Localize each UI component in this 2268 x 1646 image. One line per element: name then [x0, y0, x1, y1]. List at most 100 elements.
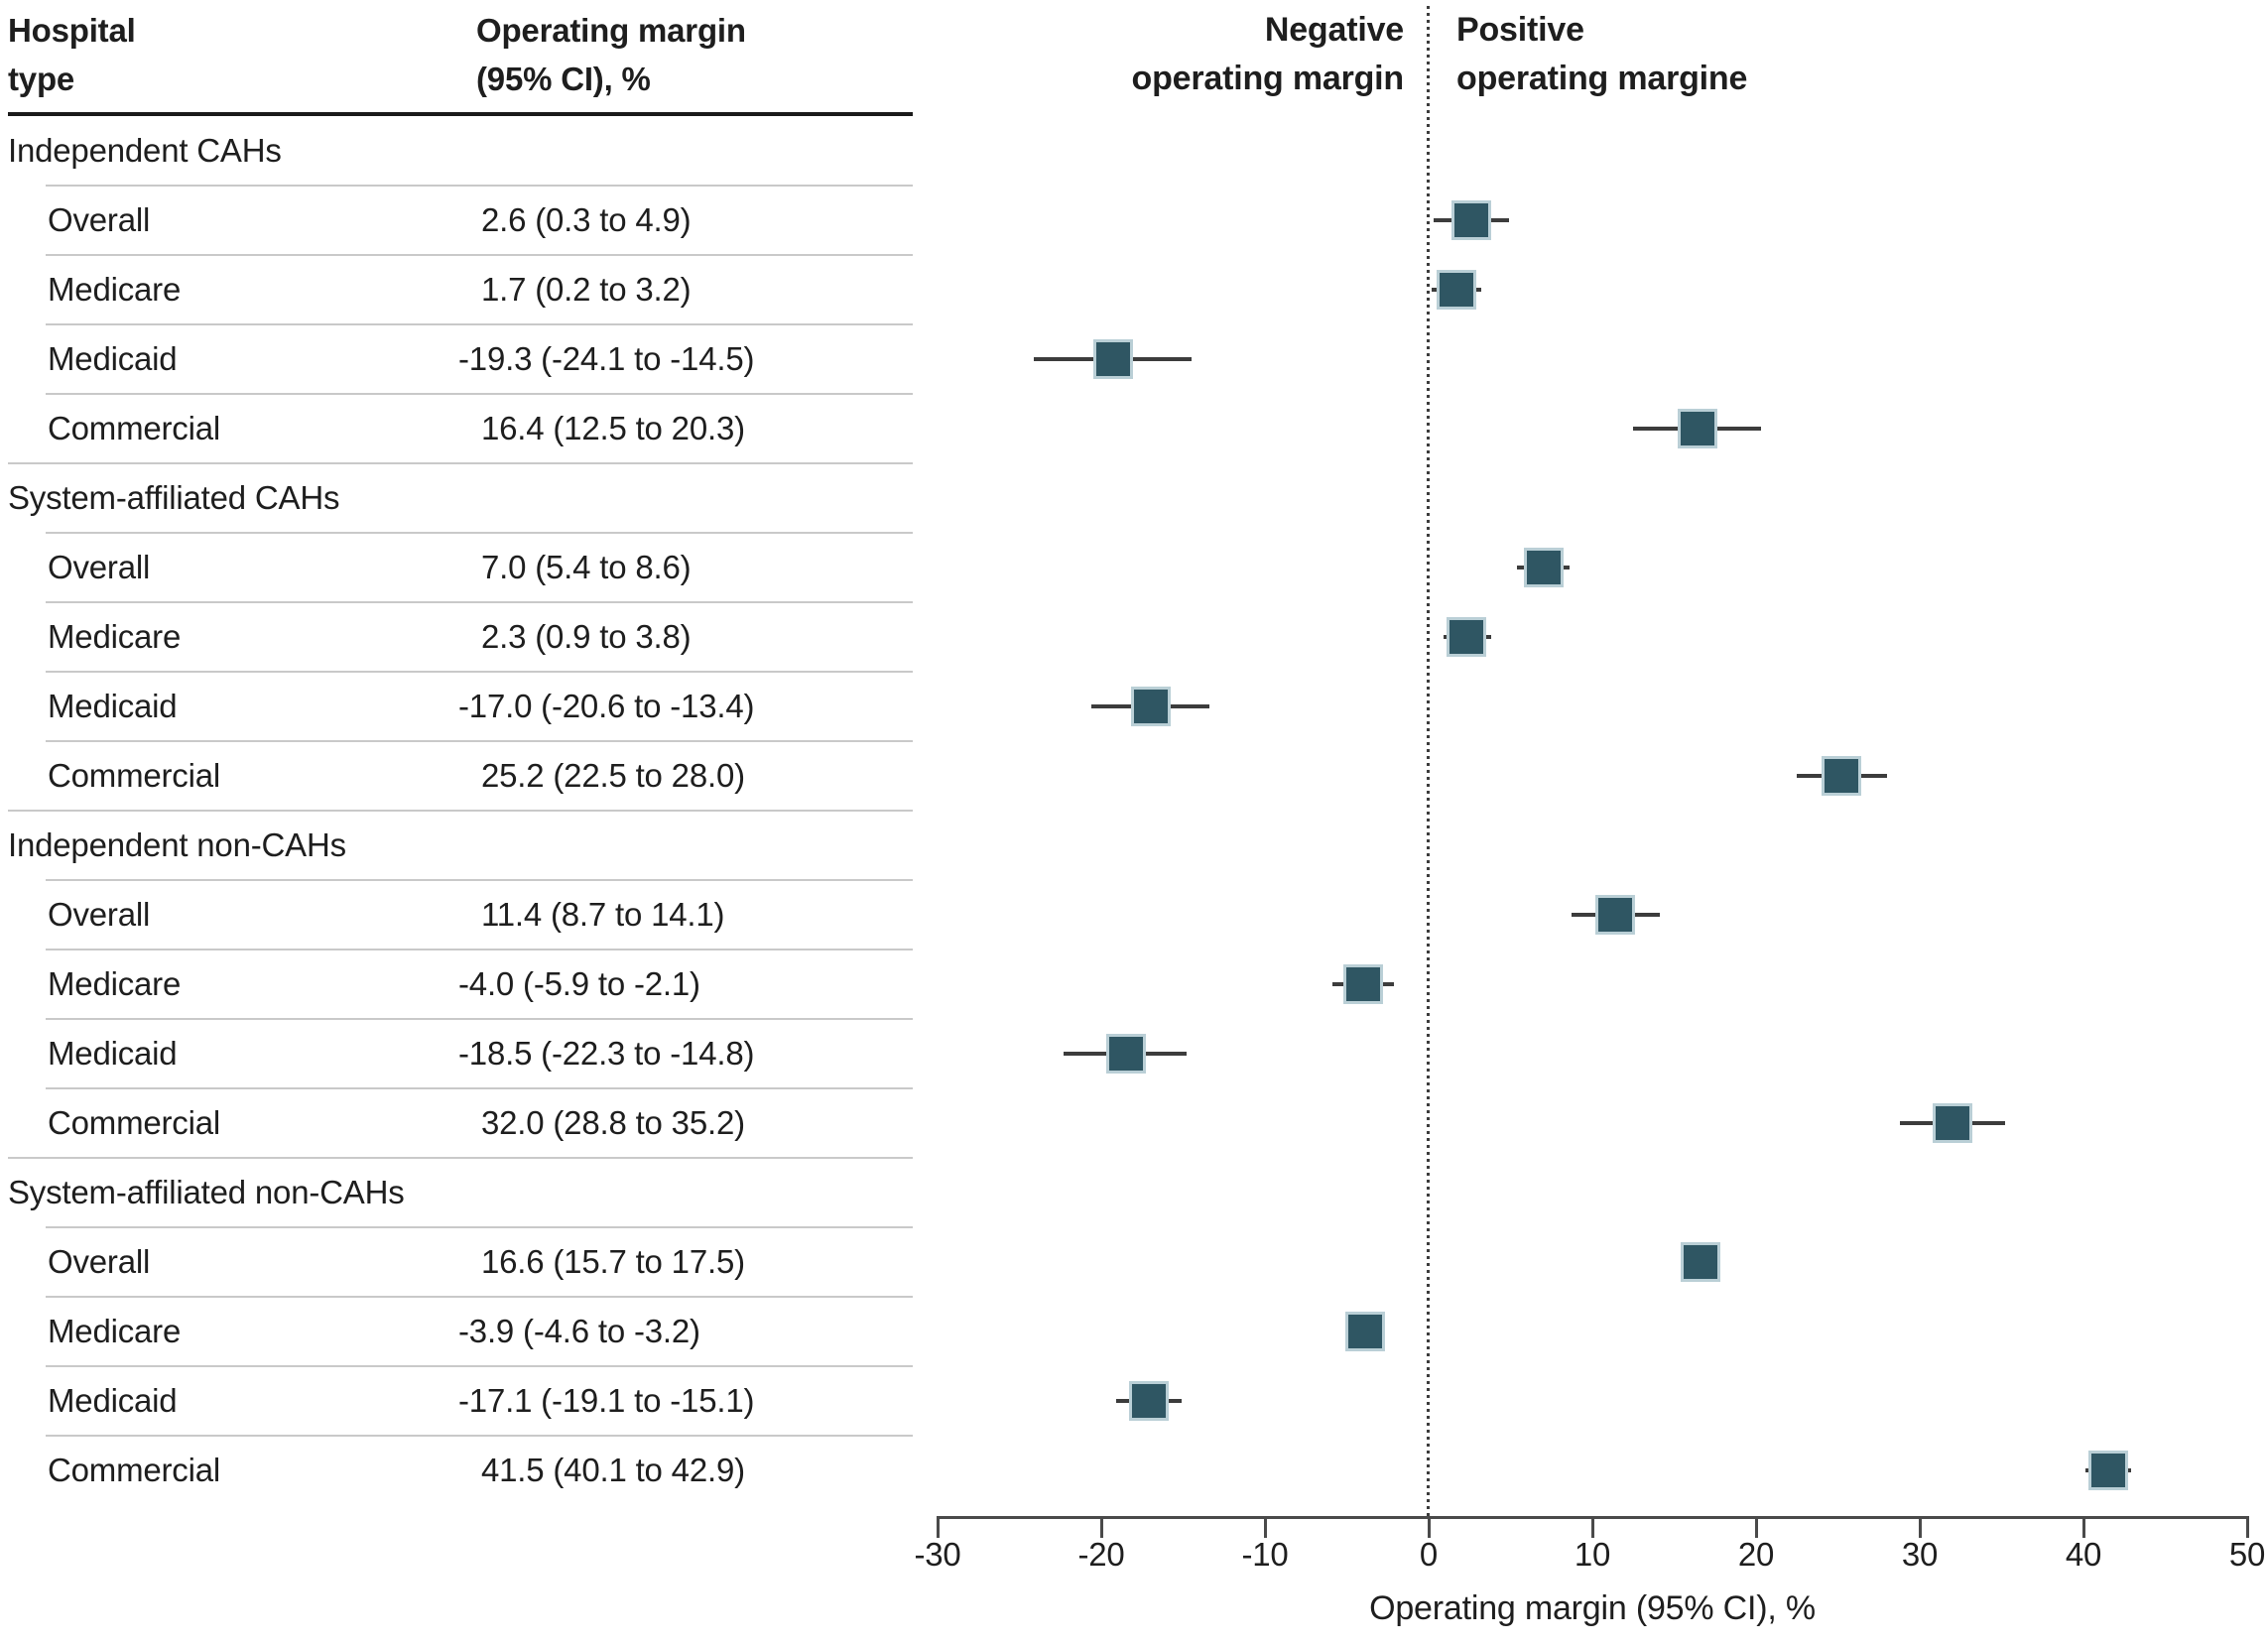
- row-value: 2.3 (0.9 to 3.8): [481, 618, 692, 655]
- operating-margin-header-line1: Operating margin: [476, 12, 746, 49]
- x-axis-tick-label: 0: [1419, 1536, 1439, 1573]
- x-axis-title: Operating margin (95% CI), %: [1369, 1589, 1816, 1627]
- row-value: -4.0 (-5.9 to -2.1): [458, 965, 700, 1002]
- operating-margin-column-header: Operating margin (95% CI), %: [476, 6, 746, 103]
- row-value: -17.0 (-20.6 to -13.4): [458, 688, 755, 724]
- group-label: System-affiliated non-CAHs: [8, 1174, 405, 1210]
- negative-margin-header: Negative operating margin: [1132, 6, 1405, 103]
- point-estimate-square: [1933, 1103, 1972, 1143]
- group-label: Independent non-CAHs: [8, 826, 346, 863]
- x-axis-tick: [1918, 1516, 1922, 1538]
- table-row: Commercial 41.5 (40.1 to 42.9): [8, 1436, 913, 1505]
- table-row: Medicare -4.0 (-5.9 to -2.1): [8, 950, 913, 1020]
- table-row: Overall 16.6 (15.7 to 17.5): [8, 1227, 913, 1298]
- table-body: Independent CAHs Overall 2.6 (0.3 to 4.9)…: [8, 116, 913, 1505]
- x-axis-tick: [1590, 1516, 1594, 1538]
- row-label: Medicare: [48, 618, 182, 655]
- point-estimate-square: [1595, 895, 1636, 935]
- table-row: Overall 2.6 (0.3 to 4.9): [8, 186, 913, 256]
- positive-header-line1: Positive: [1456, 11, 1584, 49]
- table-row: Medicare -3.9 (-4.6 to -3.2): [8, 1297, 913, 1367]
- positive-header-line2: operating margine: [1456, 60, 1748, 97]
- row-value: 16.4 (12.5 to 20.3): [481, 410, 745, 446]
- row-label: Overall: [48, 1243, 151, 1280]
- row-label: Medicaid: [48, 1382, 178, 1419]
- point-estimate-square: [1105, 1034, 1146, 1074]
- point-estimate-square: [1092, 339, 1133, 379]
- group-header-row: System-affiliated CAHs: [8, 463, 913, 534]
- table-header: Hospital type Operating margin (95% CI),…: [8, 2, 913, 116]
- x-axis-tick: [2245, 1516, 2249, 1538]
- point-estimate-square: [1450, 200, 1491, 240]
- row-label: Commercial: [48, 410, 221, 446]
- x-axis-tick-label: 20: [1737, 1536, 1775, 1573]
- point-estimate-square: [1128, 1381, 1169, 1421]
- row-value: 16.6 (15.7 to 17.5): [481, 1243, 745, 1280]
- row-value: 7.0 (5.4 to 8.6): [481, 549, 692, 585]
- negative-header-line2: operating margin: [1131, 60, 1405, 97]
- table-row: Medicaid -18.5 (-22.3 to -14.8): [8, 1019, 913, 1089]
- x-axis-tick-label: -20: [1077, 1536, 1125, 1573]
- row-label: Overall: [48, 201, 151, 238]
- point-estimate-square: [1680, 1242, 1720, 1282]
- point-estimate-square: [1437, 270, 1477, 310]
- x-axis-tick: [1754, 1516, 1758, 1538]
- hospital-type-header-line2: type: [8, 61, 75, 97]
- x-axis-tick: [1427, 1516, 1431, 1538]
- row-label: Commercial: [48, 757, 221, 794]
- zero-reference-line: [1427, 6, 1430, 1516]
- x-axis-tick: [1263, 1516, 1267, 1538]
- point-estimate-square: [2087, 1451, 2128, 1490]
- table-row: Commercial 25.2 (22.5 to 28.0): [8, 741, 913, 812]
- x-axis-tick-label: 30: [1901, 1536, 1939, 1573]
- point-estimate-square: [1821, 756, 1861, 796]
- group-label: Independent CAHs: [8, 132, 282, 169]
- x-axis-tick-label: 50: [2228, 1536, 2266, 1573]
- operating-margin-header-line2: (95% CI), %: [476, 61, 651, 97]
- row-value: -3.9 (-4.6 to -3.2): [458, 1313, 700, 1349]
- group-label: System-affiliated CAHs: [8, 479, 340, 516]
- table-row: Medicaid -17.0 (-20.6 to -13.4): [8, 672, 913, 742]
- point-estimate-square: [1343, 964, 1383, 1004]
- x-axis-tick-label: 40: [2065, 1536, 2102, 1573]
- point-estimate-square: [1344, 1312, 1385, 1351]
- row-label: Medicare: [48, 965, 182, 1002]
- group-header-row: Independent non-CAHs: [8, 811, 913, 881]
- x-axis-tick: [2081, 1516, 2085, 1538]
- row-value: 11.4 (8.7 to 14.1): [481, 896, 725, 933]
- x-axis-tick-label: -10: [1241, 1536, 1289, 1573]
- x-axis-tick: [936, 1516, 940, 1538]
- row-label: Medicaid: [48, 340, 178, 377]
- negative-header-line1: Negative: [1264, 11, 1404, 49]
- row-label: Medicaid: [48, 688, 178, 724]
- table-row: Commercial 32.0 (28.8 to 35.2): [8, 1088, 913, 1159]
- row-label: Commercial: [48, 1452, 221, 1488]
- row-value: 1.7 (0.2 to 3.2): [481, 271, 692, 308]
- x-axis-tick: [1099, 1516, 1103, 1538]
- row-label: Medicaid: [48, 1035, 178, 1072]
- row-value: -19.3 (-24.1 to -14.5): [458, 340, 755, 377]
- row-value: -17.1 (-19.1 to -15.1): [458, 1382, 755, 1419]
- table-row: Medicare 1.7 (0.2 to 3.2): [8, 255, 913, 325]
- row-label: Medicare: [48, 271, 182, 308]
- positive-margin-header: Positive operating margine: [1456, 6, 1747, 103]
- hospital-type-column-header: Hospital type: [8, 6, 136, 103]
- row-label: Overall: [48, 896, 151, 933]
- point-estimate-square: [1130, 687, 1171, 726]
- point-estimate-square: [1523, 548, 1564, 587]
- row-value: -18.5 (-22.3 to -14.8): [458, 1035, 755, 1072]
- row-value: 32.0 (28.8 to 35.2): [481, 1104, 745, 1141]
- table-row: Medicaid -19.3 (-24.1 to -14.5): [8, 324, 913, 395]
- table-row: Medicare 2.3 (0.9 to 3.8): [8, 602, 913, 673]
- group-header-row: System-affiliated non-CAHs: [8, 1158, 913, 1228]
- row-value: 25.2 (22.5 to 28.0): [481, 757, 745, 794]
- x-axis-tick-label: 10: [1574, 1536, 1611, 1573]
- point-estimate-square: [1446, 617, 1486, 657]
- row-value: 2.6 (0.3 to 4.9): [481, 201, 692, 238]
- hospital-type-header-line1: Hospital: [8, 12, 136, 49]
- row-label: Medicare: [48, 1313, 182, 1349]
- table-row: Overall 11.4 (8.7 to 14.1): [8, 880, 913, 950]
- table-row: Medicaid -17.1 (-19.1 to -15.1): [8, 1366, 913, 1437]
- x-axis-tick-label: -30: [914, 1536, 961, 1573]
